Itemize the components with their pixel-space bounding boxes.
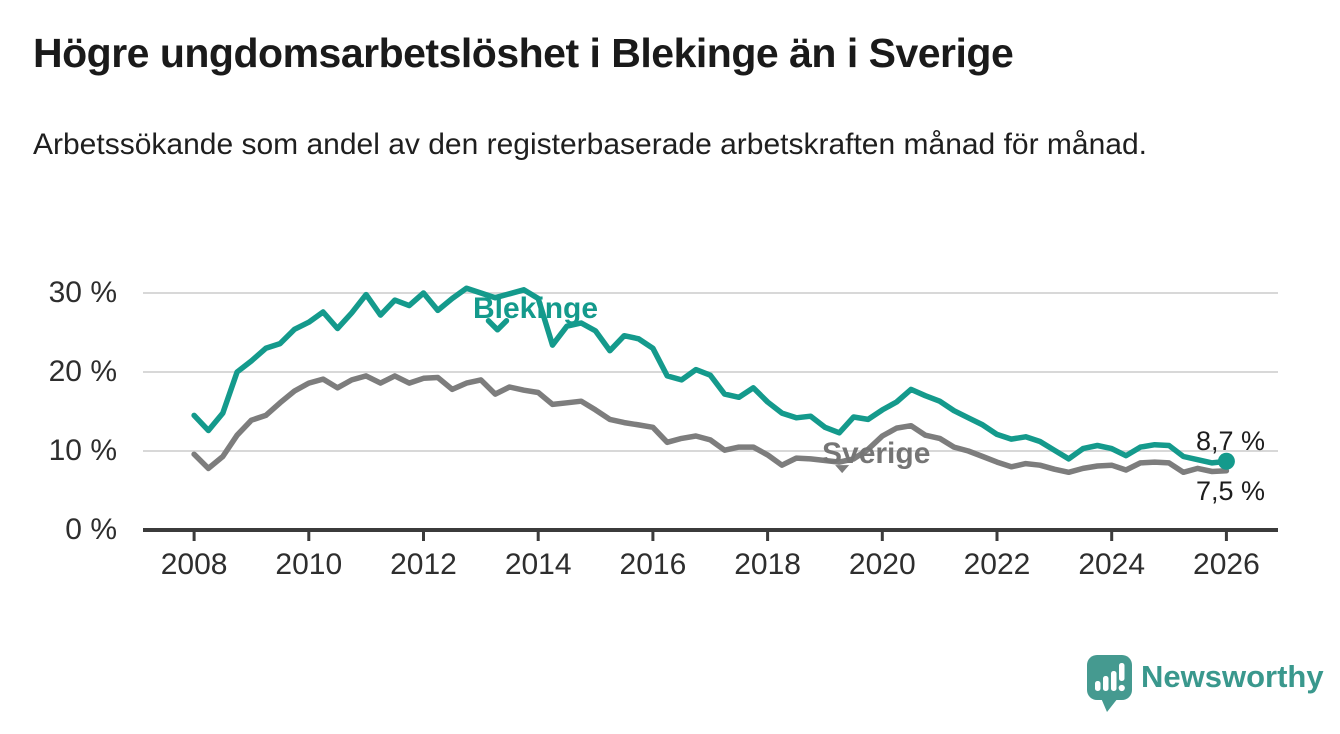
logo-bar-small (1095, 681, 1101, 691)
series-label-blekinge: Blekinge (473, 292, 599, 325)
newsworthy-logo-text: Newsworthy (1141, 659, 1324, 694)
x-tick-label: 2012 (390, 548, 457, 581)
chart-subtitle: Arbetssökande som andel av den registerb… (33, 128, 1147, 161)
end-dot (1217, 452, 1235, 470)
y-tick-label: 30 % (48, 276, 117, 309)
logo-bar-medium (1103, 676, 1109, 691)
end-value-label-sverige: 7,5 % (1196, 476, 1266, 506)
x-tick-label: 2010 (275, 548, 343, 581)
x-tick-label: 2026 (1193, 548, 1260, 581)
sverige-label-pointer (835, 465, 850, 474)
logo-exclamation-dot (1118, 684, 1125, 692)
x-tick-label: 2024 (1078, 548, 1146, 581)
series-line-sverige (191, 373, 1230, 476)
logo-bar-large (1111, 671, 1117, 691)
series-line-blekinge (191, 285, 1230, 466)
series-label-sverige: Sverige (822, 437, 931, 470)
logo-exclamation-bar (1119, 663, 1125, 681)
chart-title: Högre ungdomsarbetslöshet i Blekinge än … (33, 30, 1014, 76)
x-tick-label: 2022 (963, 548, 1031, 581)
y-tick-label: 10 % (48, 434, 117, 467)
x-tick-label: 2014 (504, 548, 572, 581)
logo-bubble (1087, 655, 1132, 700)
end-value-label-blekinge: 8,7 % (1196, 426, 1266, 456)
blekinge-label-pointer (485, 318, 510, 333)
brand-footer: Newsworthy (1086, 653, 1324, 715)
x-tick-label: 2020 (848, 548, 916, 581)
x-tick-label: 2016 (619, 548, 687, 581)
newsworthy-logo-icon (1087, 655, 1132, 712)
x-tick-label: 2008 (160, 548, 228, 581)
logo-bubble-tail (1101, 698, 1118, 712)
y-tick-label: 0 % (65, 513, 117, 546)
y-tick-label: 20 % (48, 355, 117, 388)
x-tick-label: 2018 (734, 548, 801, 581)
